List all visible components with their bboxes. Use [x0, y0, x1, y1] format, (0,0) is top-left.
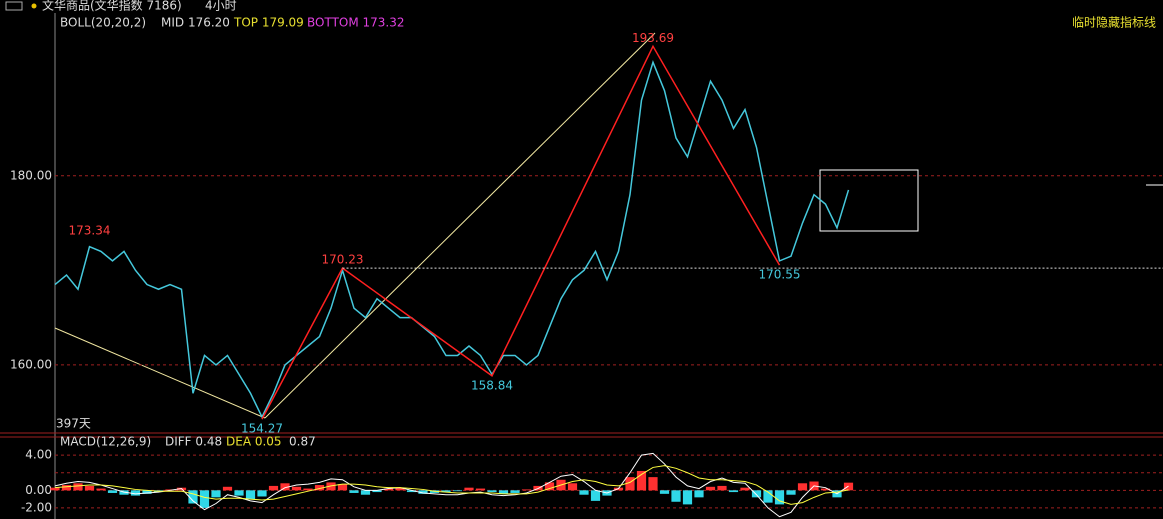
macd-bar: [579, 490, 589, 495]
macd-bar: [659, 490, 670, 494]
macd-bar: [521, 489, 532, 491]
price-line: [54, 60, 850, 419]
macd-bar: [360, 490, 371, 495]
macd-dea: DEA 0.05: [226, 435, 282, 449]
macd-bar: [487, 490, 497, 493]
macd-bar: [268, 485, 279, 491]
macd-bar: [291, 486, 302, 491]
macd-bar: [763, 490, 773, 503]
instrument[interactable]: 文华商品(文华指数 7186): [42, 0, 182, 13]
boll-mid: MID 176.20: [161, 16, 230, 30]
macd-bar: [199, 490, 210, 508]
macd-bar: [406, 490, 417, 493]
macd-bar: [222, 486, 233, 491]
y-tick-label: 4.00: [25, 448, 52, 462]
macd-bar: [671, 490, 681, 502]
y-tick-label: 0.00: [25, 483, 52, 497]
macd-bar: [544, 482, 555, 491]
macd-bar: [107, 490, 118, 493]
macd-name[interactable]: MACD(12,26,9): [60, 435, 151, 449]
macd-bar: [372, 490, 382, 493]
pivot-label: 193.69: [632, 31, 674, 45]
macd-bar: [84, 485, 95, 491]
macd-bar: [395, 487, 405, 491]
trend-line: [54, 327, 266, 419]
boll-bottom: BOTTOM 173.32: [307, 16, 405, 30]
macd-bar: [590, 490, 601, 501]
macd-bar: [464, 487, 474, 491]
window-icon[interactable]: [5, 1, 23, 11]
macd-bar: [314, 485, 325, 491]
macd-bar: [694, 490, 704, 498]
boll-top: TOP 179.09: [233, 16, 304, 30]
macd-bar: [280, 483, 290, 491]
y-tick-label: 180.00: [10, 168, 52, 182]
macd-bar: [820, 488, 831, 491]
macd-diff: DIFF 0.48: [165, 435, 222, 449]
macd-bar: [648, 477, 658, 491]
zigzag: [261, 44, 781, 420]
macd-bar: [452, 490, 463, 492]
pivot-label: 158.84: [471, 378, 513, 392]
macd-bar: [188, 490, 198, 504]
macd-bar: [740, 487, 750, 491]
macd-bar: [786, 490, 796, 495]
macd-value: 0.87: [289, 435, 316, 449]
macd-bar: [498, 490, 509, 494]
macd-bar: [510, 490, 520, 493]
macd-bar: [73, 483, 83, 491]
macd-bar: [441, 490, 451, 493]
macd-bar: [567, 483, 578, 491]
macd-bar: [257, 490, 267, 497]
high-label: 173.34: [69, 223, 111, 237]
trend-line: [264, 32, 656, 419]
macd-bar: [797, 483, 808, 491]
macd-bar: [349, 490, 359, 493]
macd-bar: [211, 490, 221, 498]
macd-bar: [383, 488, 394, 491]
macd-bar: [475, 488, 486, 491]
macd-bar: [728, 490, 739, 493]
macd-bar: [130, 490, 141, 496]
macd-bar: [61, 485, 72, 491]
y-tick-label: -2.00: [21, 500, 52, 514]
dot-icon: [31, 3, 37, 9]
macd-bar: [245, 490, 256, 500]
pivot-label: 170.55: [759, 268, 801, 282]
pivot-label: 170.23: [322, 253, 364, 267]
macd-bar: [717, 485, 727, 491]
macd-bar: [751, 490, 762, 498]
macd-bar: [705, 486, 716, 491]
macd-bar: [234, 490, 244, 496]
hide-indicator[interactable]: 临时隐藏指标线: [1072, 15, 1156, 30]
span-label: 397天: [56, 417, 91, 431]
pivot-label: 154.27: [241, 422, 283, 436]
macd-bar: [337, 484, 348, 491]
y-tick-label: 160.00: [10, 357, 52, 371]
macd-bar: [142, 490, 152, 494]
dea-line: [54, 465, 849, 505]
macd-bar: [50, 487, 60, 491]
macd-bar: [636, 470, 647, 491]
period[interactable]: 4小时: [205, 0, 237, 13]
indicator-name[interactable]: BOLL(20,20,2): [60, 16, 146, 30]
macd-bar: [625, 477, 635, 491]
macd-bar: [96, 488, 106, 491]
macd-bar: [303, 488, 313, 491]
macd-bar: [682, 490, 693, 505]
macd-bar: [418, 490, 428, 494]
macd-bar: [774, 490, 785, 505]
